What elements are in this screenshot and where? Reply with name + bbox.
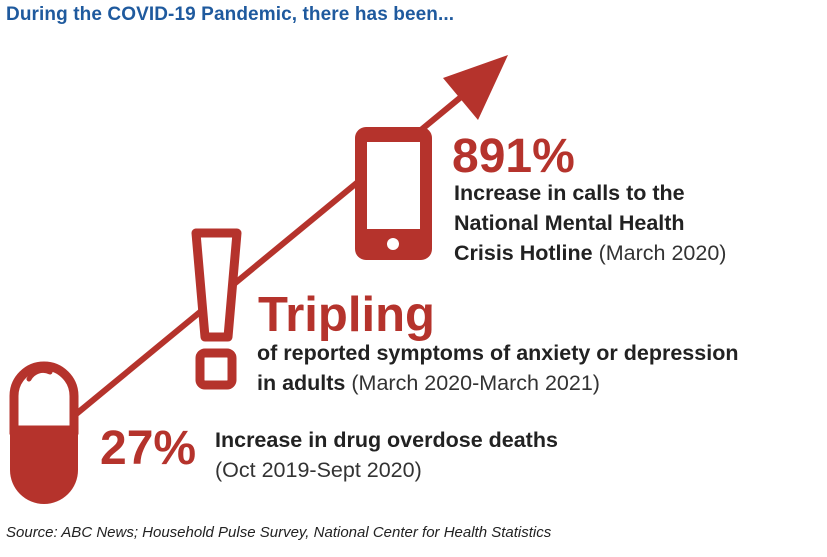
stat-value-overdose: 27% <box>100 422 197 475</box>
stat-desc-overdose: Increase in drug overdose deaths (Oct 20… <box>215 425 558 485</box>
stat-desc-line: in adults <box>257 371 346 395</box>
stat-desc-line: Crisis Hotline <box>454 241 593 265</box>
stat-value-hotline: 891% <box>452 130 575 183</box>
stat-desc-line: of reported symptoms of anxiety or depre… <box>257 341 739 365</box>
stat-desc-line: National Mental Health <box>454 211 685 235</box>
source-note: Source: ABC News; Household Pulse Survey… <box>6 524 552 541</box>
stat-date-range: (March 2020-March 2021) <box>351 371 600 395</box>
exclamation-icon <box>191 228 242 390</box>
pill-icon <box>9 361 79 504</box>
page-title: During the COVID-19 Pandemic, there has … <box>6 4 455 25</box>
stat-desc-anxiety: of reported symptoms of anxiety or depre… <box>257 338 738 398</box>
stat-desc-hotline: Increase in calls to the National Mental… <box>454 178 726 268</box>
stat-date-range: (March 2020) <box>598 241 727 265</box>
stat-desc-line: Increase in drug overdose deaths <box>215 428 558 452</box>
stat-value-anxiety: Tripling <box>258 288 435 342</box>
phone-icon <box>355 127 432 260</box>
stat-date-range: (Oct 2019-Sept 2020) <box>215 458 422 482</box>
stat-desc-line: Increase in calls to the <box>454 181 685 205</box>
